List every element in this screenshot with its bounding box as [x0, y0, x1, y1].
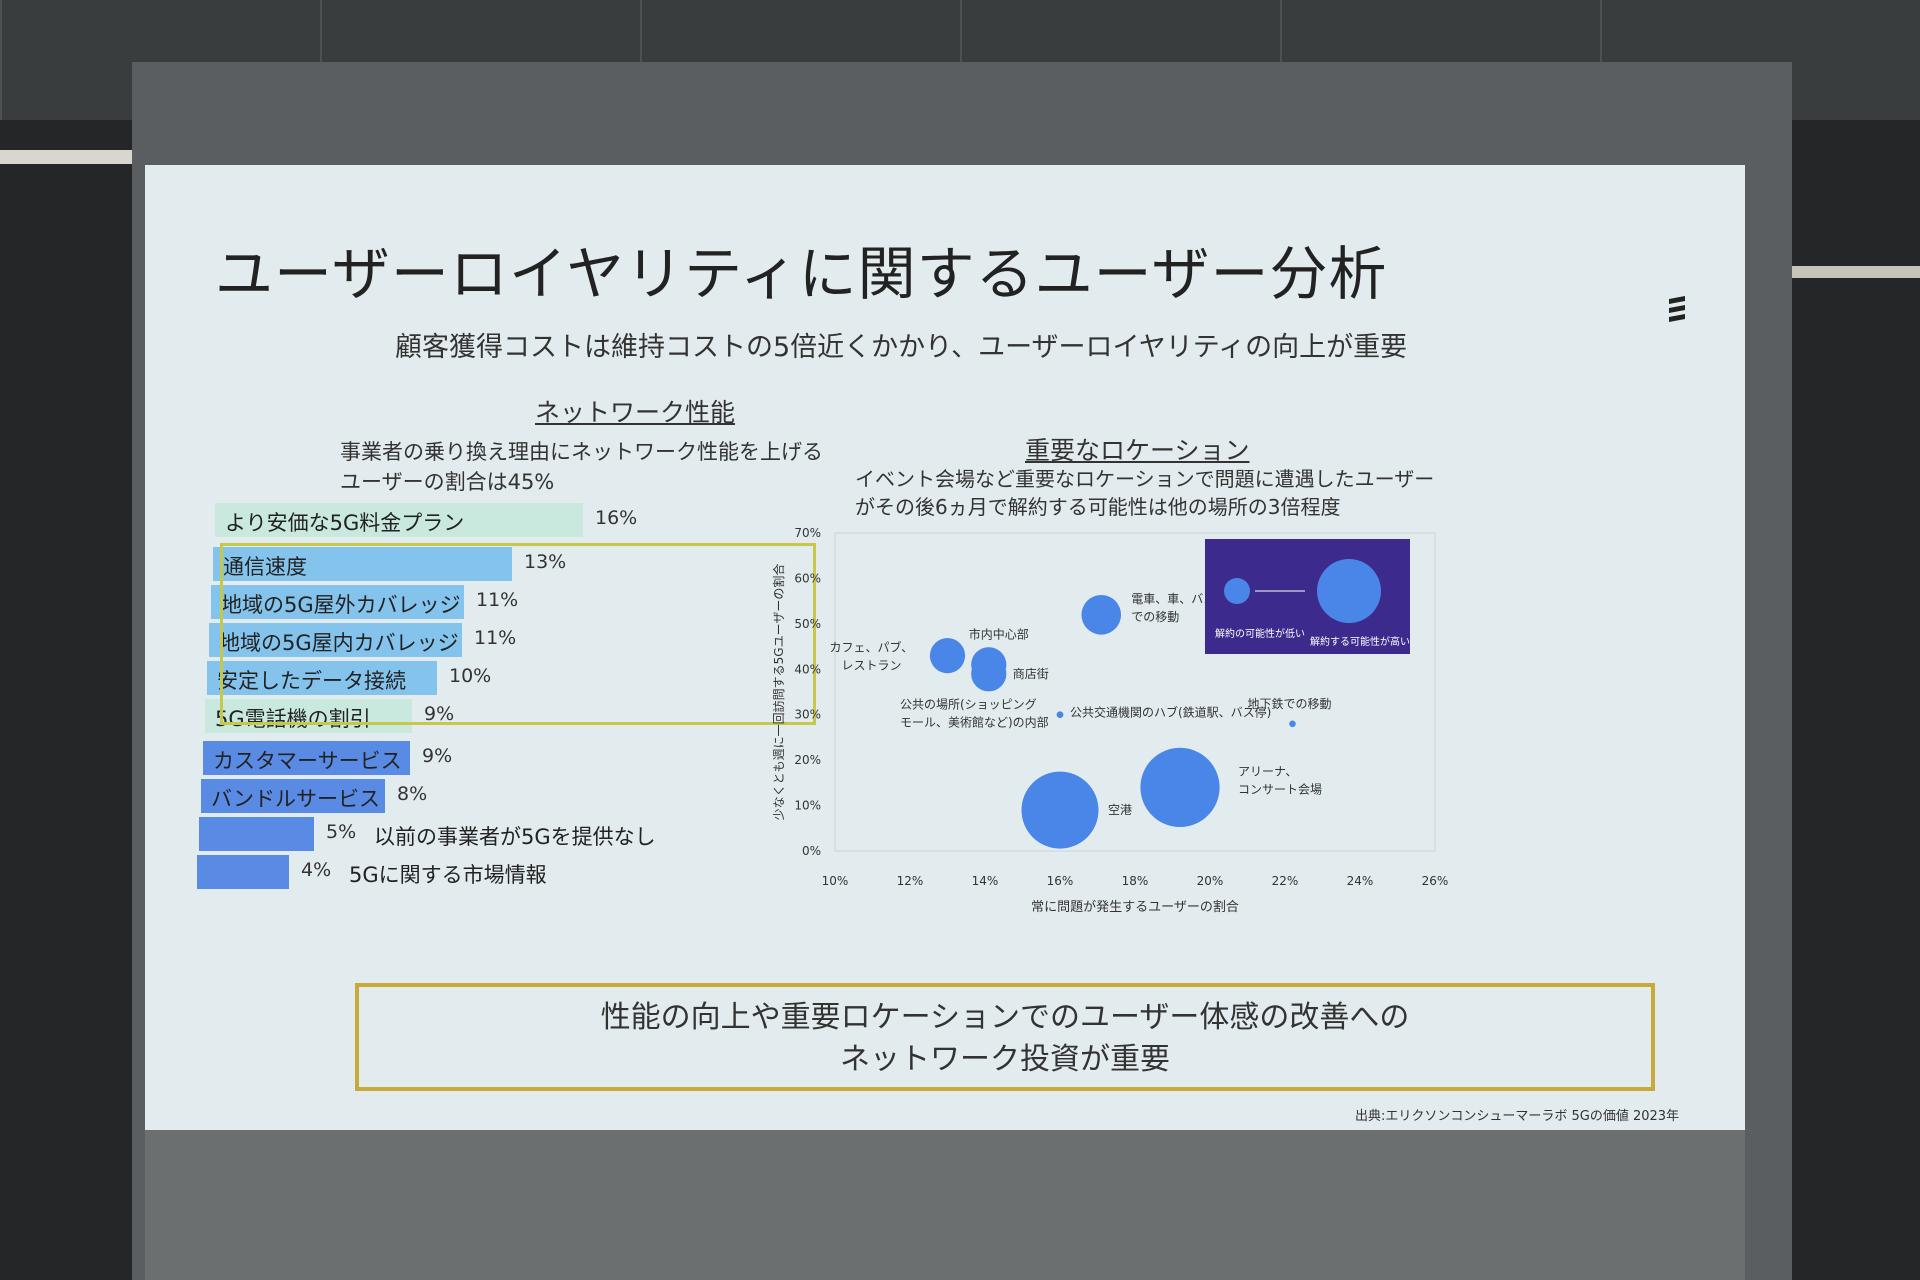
y-tick-label: 70%	[794, 526, 821, 540]
x-tick-label: 14%	[972, 874, 999, 888]
bar-value-label: 8%	[397, 783, 428, 805]
y-tick-label: 0%	[802, 844, 821, 858]
x-tick-label: 10%	[822, 874, 849, 888]
bubble-label: での移動	[1131, 610, 1179, 624]
bar-value-label: 11%	[474, 627, 517, 649]
bar-category-label: 地域の5G屋内カバレッジ	[219, 631, 459, 655]
bar-0: 16% より安価な5G料金プラン	[215, 503, 637, 537]
bar-3: 11% 地域の5G屋内カバレッジ	[209, 623, 516, 657]
right-section-heading: 重要なロケーション	[1025, 436, 1250, 465]
bubble-label: 空港	[1108, 803, 1132, 817]
x-tick-label: 18%	[1122, 874, 1149, 888]
conclusion-line-2: ネットワーク投資が重要	[840, 1042, 1170, 1077]
bar-value-label: 9%	[422, 745, 453, 767]
bar-category-label: 5G電話機の割引	[215, 707, 371, 731]
source-citation: 出典:エリクソンコンシューマーラボ 5Gの価値 2023年	[1355, 1109, 1680, 1124]
screen-lower-area	[145, 1130, 1745, 1280]
x-tick-label: 12%	[897, 874, 924, 888]
ceiling-light-left	[0, 150, 140, 164]
bar-category-label: 5Gに関する市場情報	[349, 863, 547, 887]
bar-7: 8% バンドルサービス	[201, 779, 427, 813]
left-section-heading: ネットワーク性能	[535, 398, 736, 427]
bubble-label: モール、美術館など)の内部	[900, 715, 1049, 730]
bar-2: 11% 地域の5G屋外カバレッジ	[211, 585, 518, 619]
legend-low-label: 解約の可能性が低い	[1215, 627, 1305, 640]
conclusion-line-1: 性能の向上や重要ロケーションでのユーザー体感の改善への	[600, 1000, 1410, 1035]
bubble-3	[1081, 594, 1122, 635]
y-tick-label: 40%	[794, 662, 821, 676]
ceiling-light-right	[1760, 266, 1920, 278]
x-tick-label: 24%	[1347, 874, 1374, 888]
legend-high-bubble	[1317, 559, 1381, 623]
bar-6: 9% カスタマーサービス	[203, 741, 452, 775]
bar-value-label: 16%	[595, 507, 638, 529]
right-section-description: イベント会場など重要なロケーションで問題に遭遇したユーザー がその後6ヵ月で解約…	[855, 465, 1434, 521]
bubble-label: コンサート会場	[1238, 782, 1322, 796]
slide-subtitle: 顧客獲得コストは維持コストの5倍近くかかり、ユーザーロイヤリティの向上が重要	[395, 332, 1408, 363]
bubble-label: アリーナ、	[1238, 764, 1297, 778]
bar-category-label: バンドルサービス	[211, 787, 381, 811]
bubble-8	[1140, 747, 1220, 828]
network-performance-highlight-box	[220, 543, 816, 725]
bubble-label: 公共交通機関のハブ(鉄道駅、バス停)	[1070, 705, 1271, 720]
bar-value-label: 10%	[449, 665, 492, 687]
bar-category-label: カスタマーサービス	[213, 749, 402, 773]
bubble-label: 公共の場所(ショッピング	[900, 698, 1037, 712]
bubble-0	[929, 638, 966, 674]
bubble-6	[1289, 720, 1296, 728]
bar-category-label: 地域の5G屋外カバレッジ	[221, 593, 461, 617]
left-description-line-1: 事業者の乗り換え理由にネットワーク性能を上げる	[340, 440, 823, 464]
y-tick-label: 60%	[794, 571, 821, 585]
y-tick-label: 10%	[794, 799, 821, 813]
slide-title: ユーザーロイヤリティに関するユーザー分析	[215, 240, 1388, 308]
x-tick-label: 22%	[1272, 874, 1299, 888]
bubble-7	[1021, 771, 1099, 849]
x-axis-label: 常に問題が発生するユーザーの割合	[1031, 899, 1239, 915]
presentation-slide: ユーザーロイヤリティに関するユーザー分析 顧客獲得コストは維持コストの5倍近くか…	[145, 165, 1745, 1130]
bar-category-label: 通信速度	[223, 555, 307, 579]
bubble-label: レストラン	[830, 659, 902, 673]
bar-value-label: 9%	[424, 703, 455, 725]
bar-9: 4% 5Gに関する市場情報	[197, 855, 547, 889]
right-description-line-1: イベント会場など重要なロケーションで問題に遭遇したユーザー	[855, 467, 1435, 491]
left-description-line-2: ユーザーの割合は45%	[340, 470, 555, 494]
right-description-line-2: がその後6ヵ月で解約する可能性は他の場所の3倍程度	[855, 495, 1341, 519]
bar-4: 10% 安定したデータ接続	[207, 661, 491, 695]
bubble-label: カフェ、パブ、	[830, 640, 914, 655]
bar-category-label: 安定したデータ接続	[217, 669, 406, 693]
x-tick-label: 20%	[1197, 874, 1224, 888]
bubble-label: 地下鉄での移動	[1248, 696, 1332, 711]
x-tick-label: 26%	[1422, 874, 1449, 888]
bubble-chart: 10% 12% 14% 16% 18% 20% 22% 24% 26% 0% 10% 20% 30% 40…	[771, 526, 1449, 915]
plot-area	[834, 532, 1436, 852]
bar-value-label: 11%	[476, 589, 519, 611]
left-section-description: 事業者の乗り換え理由にネットワーク性能を上げる ユーザーの割合は45%	[340, 437, 823, 497]
bar-value-label: 13%	[524, 551, 567, 573]
y-tick-label: 20%	[794, 753, 821, 767]
y-tick-label: 50%	[794, 617, 821, 631]
bubble-2	[971, 656, 1007, 692]
bar-value-label: 5%	[326, 821, 357, 843]
conclusion-box: 性能の向上や重要ロケーションでのユーザー体感の改善への ネットワーク投資が重要	[355, 983, 1655, 1091]
bubble-label: 電車、車、バス	[1131, 592, 1215, 606]
bubble-5	[1056, 711, 1064, 719]
legend-high-label: 解約する可能性が高い	[1310, 635, 1410, 648]
bar-8: 5% 以前の事業者が5Gを提供なし	[199, 817, 656, 851]
bubble-label: 商店街	[1013, 666, 1049, 681]
bar-category-label: より安価な5G料金プラン	[225, 511, 465, 535]
x-tick-label: 16%	[1047, 874, 1074, 888]
bar-5: 9% 5G電話機の割引	[205, 699, 454, 733]
y-tick-label: 30%	[794, 708, 821, 722]
bar-value-label: 4%	[301, 859, 332, 881]
y-axis-label: 少なくとも週に一回訪問する5Gユーザーの割合	[771, 564, 786, 821]
bar-category-label: 以前の事業者が5Gを提供なし	[374, 825, 656, 849]
ericsson-logo-icon	[1669, 296, 1685, 322]
legend-low-bubble	[1224, 578, 1250, 604]
bubble-label: 市内中心部	[969, 627, 1029, 642]
bar-1: 13% 通信速度	[213, 547, 566, 581]
